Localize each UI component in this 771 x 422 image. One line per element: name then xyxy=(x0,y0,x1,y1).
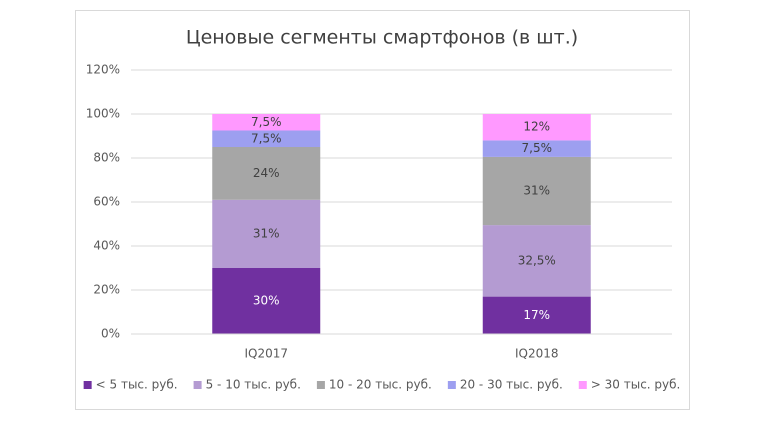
x-tick-label: IQ2017 xyxy=(244,347,288,361)
value-label: 17% xyxy=(523,308,550,322)
x-tick-label: IQ2018 xyxy=(515,347,559,361)
bar-segment xyxy=(212,114,321,131)
y-tick-label: 100% xyxy=(86,107,120,121)
legend-label: > 30 тыс. руб. xyxy=(591,378,681,392)
value-label: 31% xyxy=(253,226,280,240)
y-tick-label: 40% xyxy=(93,239,120,253)
bar-segment xyxy=(482,296,591,334)
value-label: 30% xyxy=(253,294,280,308)
legend-swatch xyxy=(193,381,202,389)
bar-segment xyxy=(482,140,591,157)
value-label: 7,5% xyxy=(522,141,553,155)
legend-swatch xyxy=(447,381,456,389)
legend-swatch xyxy=(578,381,587,389)
value-label: 7,5% xyxy=(251,131,282,145)
y-tick-label: 0% xyxy=(101,327,120,341)
legend-label: 5 - 10 тыс. руб. xyxy=(206,378,301,392)
bar-segment xyxy=(482,156,591,226)
value-label: 32,5% xyxy=(518,253,556,267)
bar-segment xyxy=(482,225,591,297)
legend-label: 10 - 20 тыс. руб. xyxy=(329,378,432,392)
bar-segment xyxy=(212,147,321,200)
bar-segment xyxy=(212,130,321,147)
value-label: 24% xyxy=(253,166,280,180)
y-tick-label: 120% xyxy=(86,63,120,77)
y-tick-label: 60% xyxy=(93,195,120,209)
bar-segment xyxy=(212,268,321,334)
bar-segment xyxy=(482,114,591,141)
y-tick-label: 20% xyxy=(93,283,120,297)
legend-label: 20 - 30 тыс. руб. xyxy=(460,378,563,392)
y-tick-label: 80% xyxy=(93,151,120,165)
value-label: 12% xyxy=(523,120,550,134)
legend-swatch xyxy=(316,381,325,389)
legend-swatch xyxy=(83,381,92,389)
value-label: 7,5% xyxy=(251,115,282,129)
legend-label: < 5 тыс. руб. xyxy=(96,378,178,392)
value-label: 31% xyxy=(523,184,550,198)
chart-title: Ценовые сегменты смартфонов (в шт.) xyxy=(186,27,578,49)
bar-segment xyxy=(212,199,321,268)
